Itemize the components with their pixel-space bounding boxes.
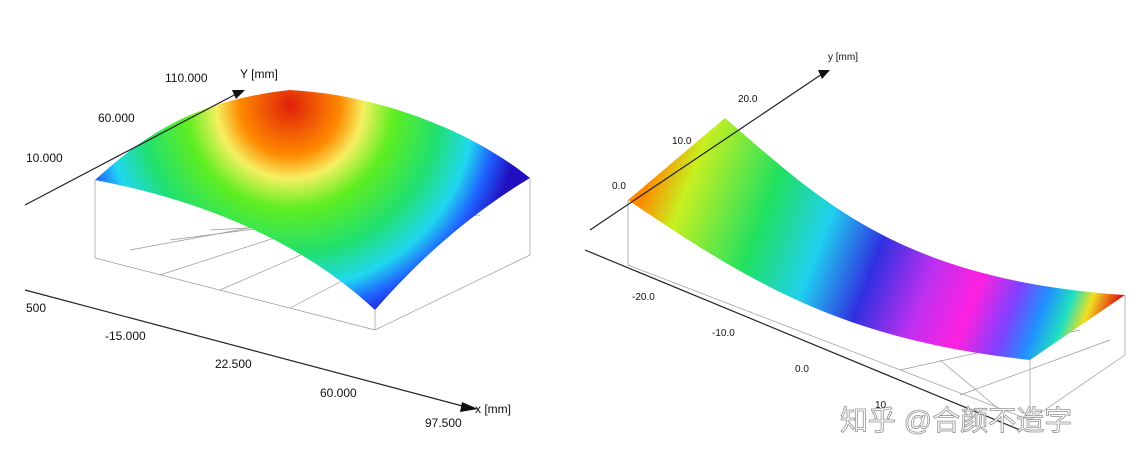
tick-label: -10.0 (712, 328, 735, 339)
arrow (460, 402, 478, 412)
tick-label: 10 (875, 400, 887, 411)
tick-label: 110.000 (165, 71, 208, 85)
y-axis (589, 71, 826, 231)
tick-label: 0.0 (795, 364, 809, 375)
x-axis (584, 249, 1021, 431)
tick-label: 97.500 (425, 416, 462, 430)
tick-label: 0.0 (612, 181, 626, 192)
x-axis (24, 289, 471, 409)
axis-label: Y [mm] (240, 67, 278, 81)
tick-label: 500 (26, 301, 46, 315)
tick-label: 60.000 (98, 111, 135, 125)
tick-label: 10.000 (26, 151, 63, 165)
tick-label: 10.0 (672, 136, 692, 147)
surface (95, 90, 530, 310)
surface (628, 118, 1125, 360)
tick-label: 22.500 (215, 357, 252, 371)
axis-label: x [mm] (475, 402, 511, 416)
tick-label: 20.0 (738, 94, 758, 105)
tick-label: -15.000 (105, 329, 146, 343)
tick-label: -20.0 (632, 292, 655, 303)
watermark: 知乎 @合颜不造字 (840, 405, 1072, 436)
arrow (232, 90, 245, 99)
y-axis (24, 91, 241, 206)
axis-label: y [mm] (828, 52, 858, 63)
arrow (818, 70, 830, 79)
tick-label: 60.000 (320, 386, 357, 400)
